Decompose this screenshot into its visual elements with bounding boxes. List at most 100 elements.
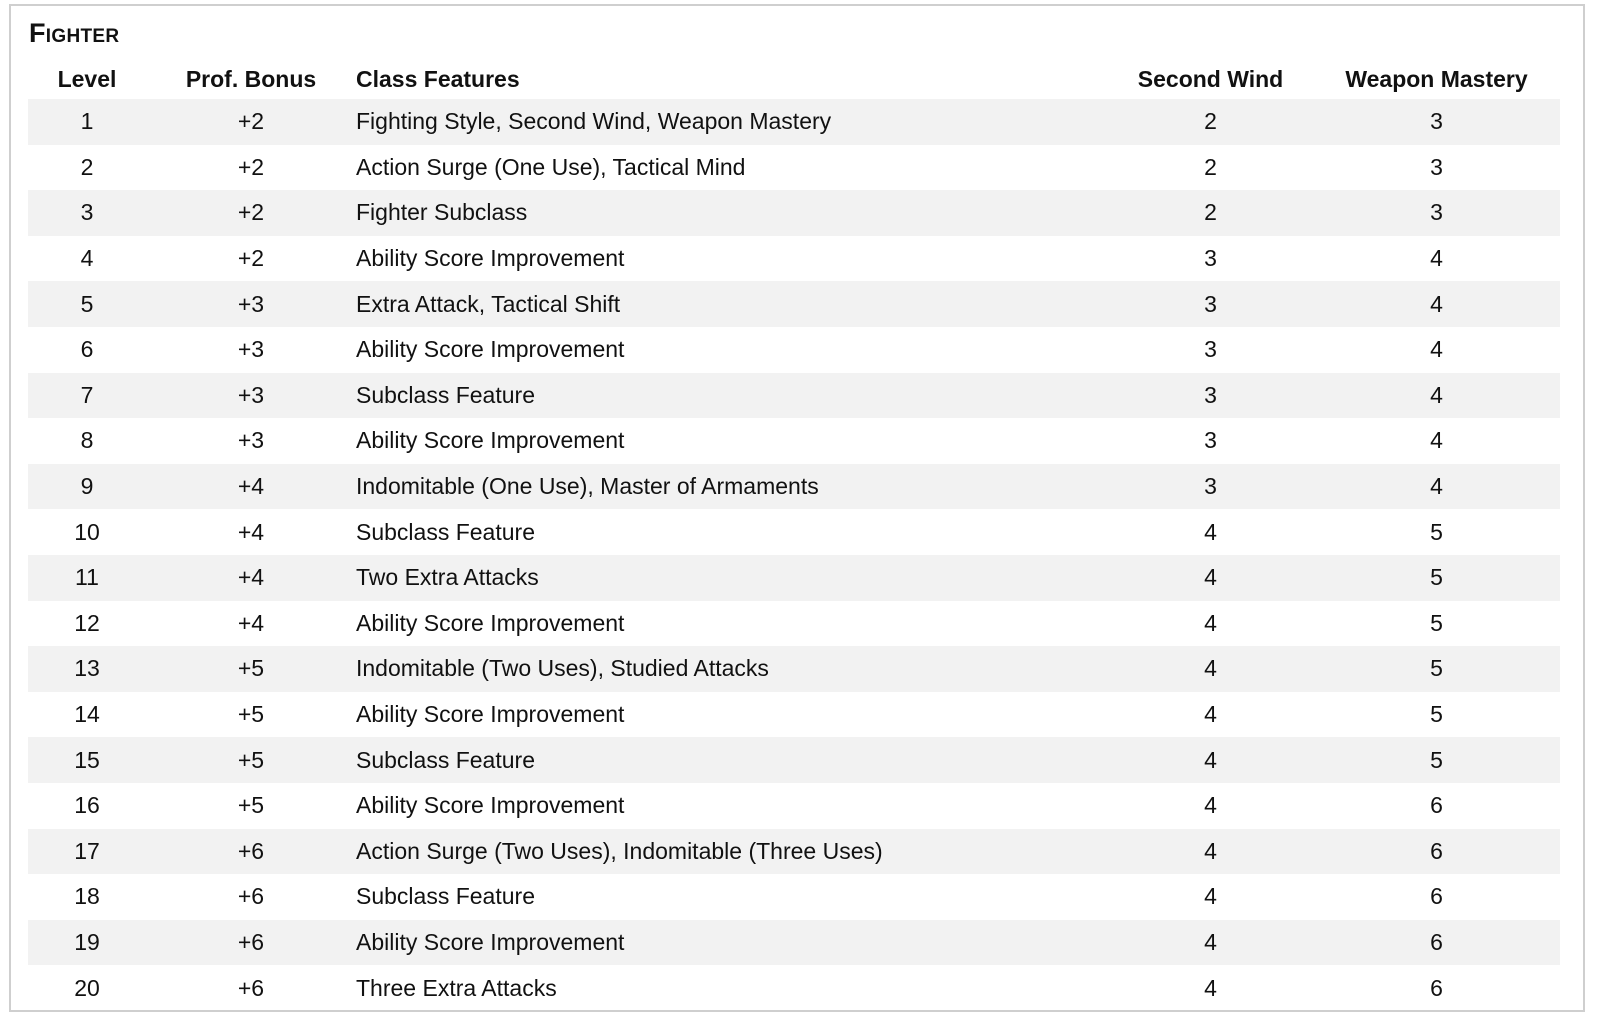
cell-class-features: Ability Score Improvement bbox=[356, 245, 625, 272]
cell-prof-bonus: +3 bbox=[237, 427, 265, 454]
cell-second-wind: 4 bbox=[1204, 974, 1217, 1001]
cell-weapon-mastery: 4 bbox=[1430, 290, 1443, 317]
cell-level: 11 bbox=[75, 564, 99, 591]
cell-second-wind: 2 bbox=[1204, 153, 1217, 180]
cell-weapon-mastery: 5 bbox=[1430, 746, 1443, 773]
cell-weapon-mastery: 5 bbox=[1430, 655, 1443, 682]
cell-level: 19 bbox=[74, 928, 100, 955]
cell-class-features: Ability Score Improvement bbox=[356, 609, 625, 636]
cell-class-features: Subclass Feature bbox=[356, 746, 535, 773]
cell-level: 13 bbox=[74, 655, 100, 682]
cell-class-features: Fighting Style, Second Wind, Weapon Mast… bbox=[356, 108, 832, 135]
cell-class-features: Subclass Feature bbox=[356, 518, 535, 545]
cell-class-features: Two Extra Attacks bbox=[356, 564, 539, 591]
cell-class-features: Ability Score Improvement bbox=[356, 701, 625, 728]
cell-second-wind: 4 bbox=[1204, 746, 1217, 773]
cell-second-wind: 3 bbox=[1204, 381, 1217, 408]
cell-class-features: Indomitable (Two Uses), Studied Attacks bbox=[356, 655, 769, 682]
cell-prof-bonus: +6 bbox=[237, 837, 265, 864]
cell-weapon-mastery: 4 bbox=[1430, 336, 1443, 363]
header-class-features: Class Features bbox=[356, 65, 520, 92]
table-row: 2 +2 Action Surge (One Use), Tactical Mind… bbox=[28, 145, 1560, 191]
table-row: 11 +4 Two Extra Attacks 4 5 bbox=[28, 554, 1560, 601]
cell-weapon-mastery: 6 bbox=[1430, 792, 1443, 819]
cell-prof-bonus: +3 bbox=[237, 290, 265, 317]
cell-second-wind: 4 bbox=[1204, 792, 1217, 819]
cell-level: 18 bbox=[74, 883, 100, 910]
cell-prof-bonus: +5 bbox=[237, 701, 265, 728]
cell-prof-bonus: +2 bbox=[237, 108, 265, 135]
cell-second-wind: 3 bbox=[1204, 473, 1217, 500]
cell-level: 7 bbox=[80, 381, 94, 408]
cell-class-features: Ability Score Improvement bbox=[356, 928, 625, 955]
cell-prof-bonus: +2 bbox=[237, 153, 265, 180]
table-row: 10 +4 Subclass Feature 4 5 bbox=[28, 509, 1560, 555]
table-row: 7 +3 Subclass Feature 3 4 bbox=[28, 372, 1560, 419]
table-row: 14 +5 Ability Score Improvement 4 5 bbox=[28, 692, 1560, 738]
cell-class-features: Fighter Subclass bbox=[356, 199, 528, 226]
cell-weapon-mastery: 6 bbox=[1430, 928, 1443, 955]
cell-level: 3 bbox=[80, 199, 94, 226]
cell-class-features: Action Surge (One Use), Tactical Mind bbox=[356, 153, 746, 180]
cell-second-wind: 3 bbox=[1204, 336, 1217, 363]
cell-level: 2 bbox=[80, 153, 94, 180]
header-level: Level bbox=[57, 65, 117, 92]
header-weapon-mastery: Weapon Mastery bbox=[1345, 65, 1528, 92]
table-row: 5 +3 Extra Attack, Tactical Shift 3 4 bbox=[28, 281, 1560, 327]
cell-level: 17 bbox=[74, 837, 100, 864]
cell-weapon-mastery: 4 bbox=[1430, 381, 1443, 408]
cell-prof-bonus: +3 bbox=[237, 336, 265, 363]
cell-second-wind: 2 bbox=[1204, 108, 1217, 135]
table-row: 19 +6 Ability Score Improvement 4 6 bbox=[28, 919, 1560, 966]
table-row: 17 +6 Action Surge (Two Uses), Indomitable… bbox=[28, 828, 1560, 875]
table-row: 15 +5 Subclass Feature 4 5 bbox=[28, 737, 1560, 783]
cell-second-wind: 4 bbox=[1204, 701, 1217, 728]
cell-level: 16 bbox=[74, 792, 100, 819]
fighter-table: Level Prof. Bonus Class Features Second … bbox=[28, 59, 1560, 1011]
cell-prof-bonus: +4 bbox=[237, 564, 265, 591]
cell-weapon-mastery: 5 bbox=[1430, 701, 1443, 728]
cell-level: 5 bbox=[80, 290, 94, 317]
table-title: Fighter bbox=[29, 18, 120, 48]
table-row: 9 +4 Indomitable (One Use), Master of Arma… bbox=[28, 463, 1560, 510]
cell-prof-bonus: +4 bbox=[237, 518, 265, 545]
cell-class-features: Three Extra Attacks bbox=[356, 974, 557, 1001]
cell-second-wind: 4 bbox=[1204, 518, 1217, 545]
cell-class-features: Action Surge (Two Uses), Indomitable (Th… bbox=[356, 837, 883, 864]
cell-second-wind: 3 bbox=[1204, 245, 1217, 272]
cell-second-wind: 4 bbox=[1204, 564, 1217, 591]
cell-level: 8 bbox=[80, 427, 94, 454]
cell-weapon-mastery: 3 bbox=[1430, 153, 1443, 180]
cell-second-wind: 3 bbox=[1204, 427, 1217, 454]
cell-weapon-mastery: 3 bbox=[1430, 108, 1443, 135]
table-row: 1 +2 Fighting Style, Second Wind, Weapon M… bbox=[28, 99, 1560, 145]
cell-second-wind: 2 bbox=[1204, 199, 1217, 226]
header-row: Level Prof. Bonus Class Features Second … bbox=[28, 59, 1560, 99]
cell-prof-bonus: +5 bbox=[237, 792, 265, 819]
cell-weapon-mastery: 4 bbox=[1430, 473, 1443, 500]
cell-prof-bonus: +2 bbox=[237, 245, 265, 272]
cell-second-wind: 4 bbox=[1204, 655, 1217, 682]
cell-weapon-mastery: 6 bbox=[1430, 837, 1443, 864]
cell-second-wind: 4 bbox=[1204, 837, 1217, 864]
cell-class-features: Ability Score Improvement bbox=[356, 336, 625, 363]
cell-weapon-mastery: 4 bbox=[1430, 427, 1443, 454]
cell-prof-bonus: +4 bbox=[237, 609, 265, 636]
cell-weapon-mastery: 5 bbox=[1430, 518, 1443, 545]
cell-class-features: Extra Attack, Tactical Shift bbox=[356, 290, 621, 317]
cell-second-wind: 4 bbox=[1204, 609, 1217, 636]
cell-level: 15 bbox=[74, 746, 100, 773]
cell-class-features: Ability Score Improvement bbox=[356, 427, 625, 454]
cell-class-features: Indomitable (One Use), Master of Armamen… bbox=[356, 473, 819, 500]
cell-prof-bonus: +5 bbox=[237, 655, 265, 682]
cell-prof-bonus: +2 bbox=[237, 199, 265, 226]
cell-level: 14 bbox=[74, 701, 100, 728]
table-row: 4 +2 Ability Score Improvement 3 4 bbox=[28, 236, 1560, 282]
table-row: 20 +6 Three Extra Attacks 4 6 bbox=[28, 965, 1560, 1011]
cell-class-features: Ability Score Improvement bbox=[356, 792, 625, 819]
table-row: 12 +4 Ability Score Improvement 4 5 bbox=[28, 601, 1560, 647]
table-row: 3 +2 Fighter Subclass 2 3 bbox=[28, 190, 1560, 236]
cell-level: 1 bbox=[80, 108, 94, 135]
document-frame bbox=[9, 4, 1585, 1012]
cell-prof-bonus: +6 bbox=[237, 928, 265, 955]
